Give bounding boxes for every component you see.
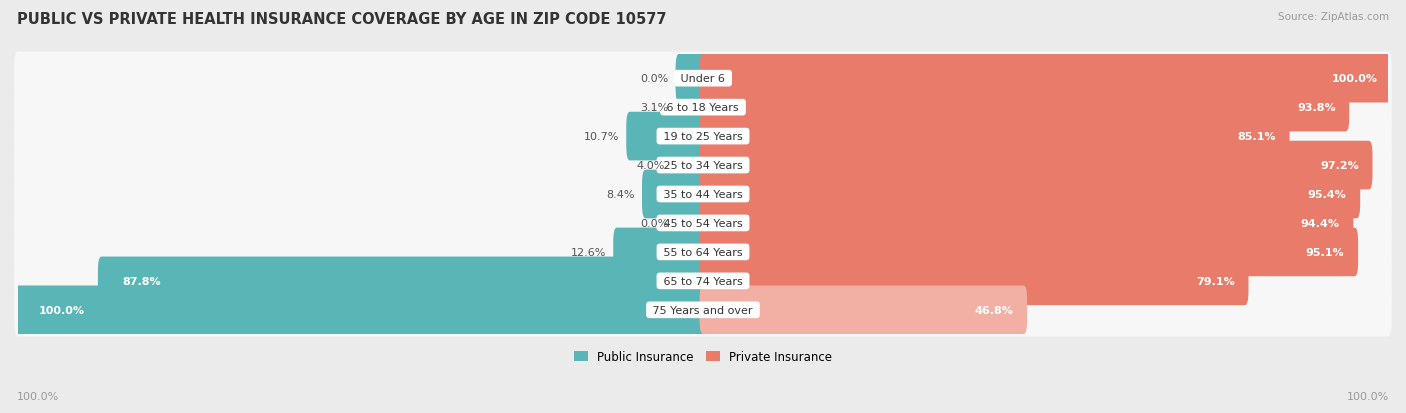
FancyBboxPatch shape [14, 168, 1392, 221]
Text: 100.0%: 100.0% [1331, 74, 1378, 84]
FancyBboxPatch shape [626, 112, 706, 161]
FancyBboxPatch shape [14, 110, 1392, 163]
FancyBboxPatch shape [672, 141, 706, 190]
Text: 100.0%: 100.0% [38, 305, 84, 315]
Text: 0.0%: 0.0% [641, 218, 669, 228]
Text: PUBLIC VS PRIVATE HEALTH INSURANCE COVERAGE BY AGE IN ZIP CODE 10577: PUBLIC VS PRIVATE HEALTH INSURANCE COVER… [17, 12, 666, 27]
Legend: Public Insurance, Private Insurance: Public Insurance, Private Insurance [569, 346, 837, 368]
FancyBboxPatch shape [676, 199, 706, 248]
FancyBboxPatch shape [98, 257, 706, 306]
FancyBboxPatch shape [14, 283, 1392, 337]
Text: 100.0%: 100.0% [17, 391, 59, 401]
FancyBboxPatch shape [700, 228, 1358, 277]
FancyBboxPatch shape [14, 52, 1392, 106]
Text: 8.4%: 8.4% [606, 190, 636, 199]
Text: 45 to 54 Years: 45 to 54 Years [659, 218, 747, 228]
Text: 65 to 74 Years: 65 to 74 Years [659, 276, 747, 286]
Text: 46.8%: 46.8% [974, 305, 1014, 315]
FancyBboxPatch shape [14, 286, 706, 335]
FancyBboxPatch shape [676, 55, 706, 103]
FancyBboxPatch shape [14, 81, 1392, 135]
Text: 25 to 34 Years: 25 to 34 Years [659, 161, 747, 171]
Text: Under 6: Under 6 [678, 74, 728, 84]
FancyBboxPatch shape [700, 112, 1289, 161]
FancyBboxPatch shape [700, 141, 1372, 190]
Text: 55 to 64 Years: 55 to 64 Years [659, 247, 747, 257]
FancyBboxPatch shape [643, 170, 706, 219]
Text: 93.8%: 93.8% [1296, 103, 1336, 113]
FancyBboxPatch shape [678, 83, 706, 132]
Text: Source: ZipAtlas.com: Source: ZipAtlas.com [1278, 12, 1389, 22]
Text: 94.4%: 94.4% [1301, 218, 1340, 228]
Text: 95.4%: 95.4% [1308, 190, 1347, 199]
Text: 19 to 25 Years: 19 to 25 Years [659, 132, 747, 142]
Text: 79.1%: 79.1% [1197, 276, 1234, 286]
Text: 6 to 18 Years: 6 to 18 Years [664, 103, 742, 113]
FancyBboxPatch shape [14, 139, 1392, 192]
Text: 95.1%: 95.1% [1306, 247, 1344, 257]
Text: 100.0%: 100.0% [1347, 391, 1389, 401]
Text: 0.0%: 0.0% [641, 74, 669, 84]
FancyBboxPatch shape [14, 254, 1392, 308]
Text: 12.6%: 12.6% [571, 247, 606, 257]
Text: 10.7%: 10.7% [583, 132, 620, 142]
Text: 4.0%: 4.0% [637, 161, 665, 171]
Text: 85.1%: 85.1% [1237, 132, 1275, 142]
Text: 35 to 44 Years: 35 to 44 Years [659, 190, 747, 199]
FancyBboxPatch shape [700, 83, 1350, 132]
Text: 75 Years and over: 75 Years and over [650, 305, 756, 315]
Text: 3.1%: 3.1% [641, 103, 669, 113]
FancyBboxPatch shape [613, 228, 706, 277]
Text: 97.2%: 97.2% [1320, 161, 1358, 171]
FancyBboxPatch shape [700, 55, 1392, 103]
FancyBboxPatch shape [700, 199, 1354, 248]
FancyBboxPatch shape [700, 170, 1360, 219]
FancyBboxPatch shape [700, 286, 1028, 335]
Text: 87.8%: 87.8% [122, 276, 160, 286]
FancyBboxPatch shape [700, 257, 1249, 306]
FancyBboxPatch shape [14, 226, 1392, 279]
FancyBboxPatch shape [14, 197, 1392, 250]
